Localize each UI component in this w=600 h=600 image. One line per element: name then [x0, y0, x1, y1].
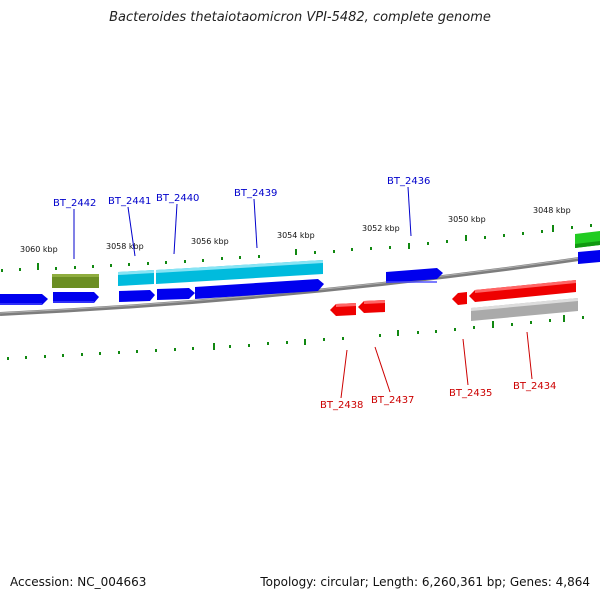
forward-gene-arrow[interactable] — [195, 279, 324, 299]
gene-label-bt-2437[interactable]: BT_2437 — [371, 395, 414, 406]
gene-label-bt-2440[interactable]: BT_2440 — [156, 193, 199, 204]
forward-gene-shadows — [0, 281, 437, 305]
gene-label-bt-2442[interactable]: BT_2442 — [53, 198, 96, 209]
gene-label-bt-2434[interactable]: BT_2434 — [513, 381, 556, 392]
gene-label-bt-2435[interactable]: BT_2435 — [449, 388, 492, 399]
cyan-feature-highlight — [118, 270, 154, 275]
olive-feature-highlight — [52, 274, 99, 277]
gray-feature[interactable] — [471, 298, 578, 321]
genome-stats-text: Topology: circular; Length: 6,260,361 bp… — [260, 575, 590, 589]
reverse-gene-arrow[interactable] — [452, 292, 467, 305]
kbp-label: 3056 kbp — [191, 237, 229, 246]
green-feature-shadow — [575, 241, 600, 248]
forward-gene-arrow[interactable] — [0, 294, 48, 305]
gene-label-bt-2436[interactable]: BT_2436 — [387, 176, 430, 187]
kbp-label: 3054 kbp — [277, 231, 315, 240]
kbp-label: 3050 kbp — [448, 215, 486, 224]
gene-label-bt-2438[interactable]: BT_2438 — [320, 400, 363, 411]
forward-gene-arrow[interactable] — [53, 292, 99, 303]
genome-backbone — [0, 254, 600, 316]
forward-gene-arrow[interactable] — [386, 268, 443, 283]
cyan-feature-highlight — [156, 260, 323, 273]
reverse-label-leaders — [340, 331, 533, 399]
reverse-gene-highlights — [336, 280, 576, 307]
forward-label-leaders — [73, 186, 412, 259]
kbp-label: 3052 kbp — [362, 224, 400, 233]
kbp-label: 3048 kbp — [533, 206, 571, 215]
kbp-label: 3060 kbp — [20, 245, 58, 254]
cyan-feature[interactable] — [156, 260, 323, 284]
gene-label-bt-2439[interactable]: BT_2439 — [234, 188, 277, 199]
lower-tick-ruler — [7, 315, 584, 360]
upper-tick-ruler — [1, 224, 592, 272]
forward-gene-arrow[interactable] — [119, 290, 155, 302]
gray-feature-highlight — [471, 298, 578, 311]
kbp-label: 3058 kbp — [106, 242, 144, 251]
accession-text: Accession: NC_004663 — [10, 575, 147, 589]
genome-title: Bacteroides thetaiotaomicron VPI-5482, c… — [109, 10, 491, 25]
gene-label-bt-2441[interactable]: BT_2441 — [108, 196, 151, 207]
olive-feature[interactable] — [52, 274, 99, 288]
forward-gene-arrow[interactable] — [157, 288, 195, 300]
forward-gene-arrow[interactable] — [578, 250, 600, 264]
